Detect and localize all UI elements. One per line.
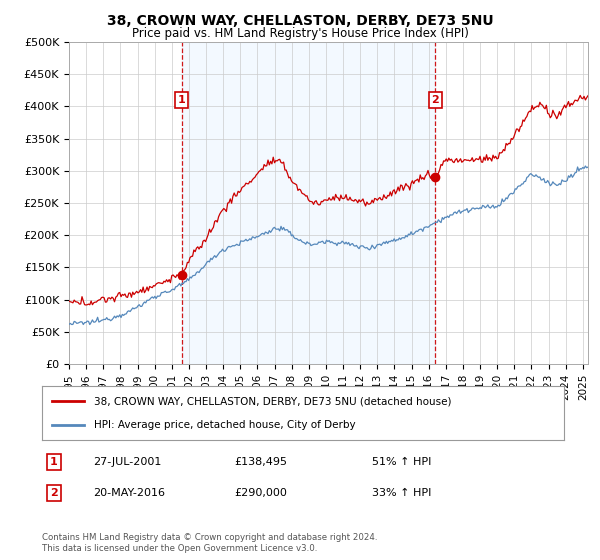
Text: 2: 2 bbox=[50, 488, 58, 498]
Text: Contains HM Land Registry data © Crown copyright and database right 2024.
This d: Contains HM Land Registry data © Crown c… bbox=[42, 533, 377, 553]
Text: 1: 1 bbox=[50, 457, 58, 467]
Text: 33% ↑ HPI: 33% ↑ HPI bbox=[372, 488, 431, 498]
Text: HPI: Average price, detached house, City of Derby: HPI: Average price, detached house, City… bbox=[94, 419, 356, 430]
Bar bbox=[182, 42, 435, 364]
Text: Price paid vs. HM Land Registry's House Price Index (HPI): Price paid vs. HM Land Registry's House … bbox=[131, 27, 469, 40]
Text: £290,000: £290,000 bbox=[234, 488, 287, 498]
Text: 20-MAY-2016: 20-MAY-2016 bbox=[93, 488, 165, 498]
Text: 38, CROWN WAY, CHELLASTON, DERBY, DE73 5NU: 38, CROWN WAY, CHELLASTON, DERBY, DE73 5… bbox=[107, 14, 493, 28]
Text: £138,495: £138,495 bbox=[234, 457, 287, 467]
Text: 1: 1 bbox=[178, 95, 185, 105]
Text: 2: 2 bbox=[431, 95, 439, 105]
Text: 27-JUL-2001: 27-JUL-2001 bbox=[93, 457, 161, 467]
Text: 51% ↑ HPI: 51% ↑ HPI bbox=[372, 457, 431, 467]
Text: 38, CROWN WAY, CHELLASTON, DERBY, DE73 5NU (detached house): 38, CROWN WAY, CHELLASTON, DERBY, DE73 5… bbox=[94, 396, 452, 407]
